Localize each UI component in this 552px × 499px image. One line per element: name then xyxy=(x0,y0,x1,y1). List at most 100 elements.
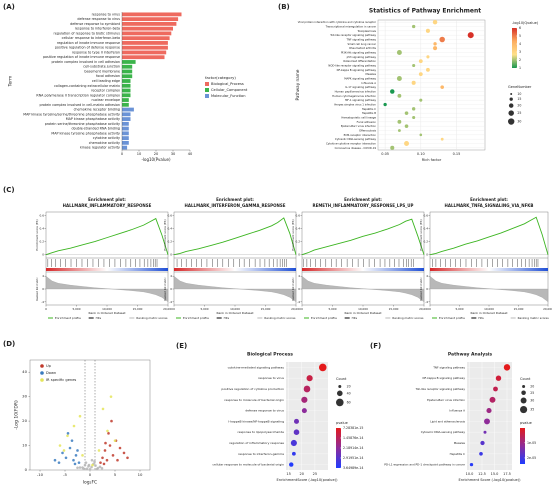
size-legend-label: 30 xyxy=(530,398,534,402)
x-tick-label: 17.5 xyxy=(503,472,511,476)
size-legend-dot xyxy=(508,103,514,108)
point xyxy=(83,463,87,467)
x-tick-label: 20,000 xyxy=(163,307,173,311)
size-legend-title: Count xyxy=(520,377,531,381)
y-tick-label: 0.6 xyxy=(296,213,301,217)
dot xyxy=(483,430,487,434)
x-tick-label: 20 xyxy=(154,152,159,156)
y-tick-label: Coronavirus disease - COVID-19 xyxy=(335,146,377,150)
y-tick-label: 40 xyxy=(22,369,27,374)
y-tick-label: cell-substrate junction xyxy=(83,65,120,69)
size-legend-dot xyxy=(336,398,344,407)
y-tick-label: 0.4 xyxy=(424,226,429,230)
y-tick-label: receptor complex xyxy=(91,89,120,93)
x-tick-label: 10,000 xyxy=(484,307,494,311)
size-legend-dot xyxy=(520,397,527,404)
y2-tick-label: 0 xyxy=(298,287,300,291)
bar xyxy=(122,45,168,50)
y-tick-label: Hepatitis C xyxy=(450,452,465,456)
y2-tick-label: 0 xyxy=(426,287,428,291)
point xyxy=(109,395,113,398)
y-tick-label: 0.2 xyxy=(40,240,45,244)
dot xyxy=(318,363,327,372)
point xyxy=(105,458,109,462)
y2-axis-title: Ranked list metric xyxy=(163,277,167,301)
y-tick-label: ECM-receptor interaction xyxy=(344,133,377,137)
legend-title: factor(category) xyxy=(205,75,236,80)
y-tick-label: collagen-containing extracellular matrix xyxy=(54,84,120,88)
x-axis-title: Rank in Ordered Dataset xyxy=(470,311,508,315)
y2-tick-label: 4 xyxy=(298,274,300,278)
y-tick-label: IL-17 signaling pathway xyxy=(345,85,376,89)
legend-label: Ranking metric scores xyxy=(136,316,168,320)
colorbar-title: pvalue xyxy=(336,421,348,425)
colorbar-label: 2e-05 xyxy=(527,456,536,460)
dot xyxy=(383,102,387,107)
dot xyxy=(486,408,492,414)
dot xyxy=(404,124,409,128)
point xyxy=(62,449,66,452)
x-tick-label: 10,000 xyxy=(102,307,112,311)
chart-title: Enrichment plot: xyxy=(470,197,508,202)
chart-title: Enrichment plot: xyxy=(88,197,126,202)
point xyxy=(87,463,91,467)
legend-label: Molecular_Function xyxy=(211,94,246,98)
colorbar-label: 1.45876e-14 xyxy=(343,436,363,440)
y-tick-label: cellular response to interferon-beta xyxy=(62,36,120,40)
chart-title: HALLMARK_INTERFERON_GAMMA_RESPONSE xyxy=(185,203,286,208)
y-tick-label: 0.6 xyxy=(40,213,45,217)
dot xyxy=(396,50,402,55)
y-tick-label: 0 xyxy=(42,253,44,257)
y2-tick-label: 4 xyxy=(42,274,44,278)
dot xyxy=(479,451,483,456)
bar xyxy=(122,98,129,102)
dot xyxy=(469,462,474,467)
y-tick-label: response to interferon-beta xyxy=(75,27,120,31)
x-tick-label: 20,000 xyxy=(291,307,301,311)
dot xyxy=(493,386,498,392)
y-axis-title: Enrichment score (ES) xyxy=(35,219,39,250)
y2-tick-label: -4 xyxy=(297,300,300,304)
y-tick-label: Hepatitis C xyxy=(362,107,376,111)
legend-swatch xyxy=(40,364,44,368)
y-tick-label: NF-kappa B signaling pathway xyxy=(423,376,466,380)
point xyxy=(113,439,117,442)
x-tick-label: 5,000 xyxy=(328,307,336,311)
dot xyxy=(467,32,474,39)
x-tick-label: 20,000 xyxy=(543,307,552,311)
x-axis-title: -log10(Pvalue) xyxy=(141,157,171,162)
y-tick-label: Hematopoietic cell lineage xyxy=(341,116,376,120)
y-tick-label: protein serine/threonine phosphatase act… xyxy=(45,122,120,126)
plot-area xyxy=(467,362,512,470)
point xyxy=(77,461,81,464)
point xyxy=(66,432,70,435)
chart-title: HALLMARK_TNFA_SIGNALING_VIA_NFKB xyxy=(445,203,534,208)
point xyxy=(102,462,106,466)
point xyxy=(110,419,113,423)
y-axis-title: -Log 10(FDR) xyxy=(14,400,20,430)
x-tick-label: 30 xyxy=(171,152,176,156)
y-tick-label: Human cytomegalovirus infection xyxy=(332,94,376,98)
y-tick-label: Lipid and atherosclerosis xyxy=(430,419,465,423)
y-tick-label: NOD-like receptor signaling pathway xyxy=(328,64,376,68)
x-tick-label: 0.10 xyxy=(417,152,425,156)
dot xyxy=(418,59,423,64)
y-tick-label: Transcriptional misregulation in cancer xyxy=(326,25,377,29)
x-tick-label: 40 xyxy=(188,152,193,156)
colorbar-label: 5 xyxy=(519,34,521,38)
dot xyxy=(440,137,444,141)
size-legend-label: 40 xyxy=(347,391,351,395)
dot xyxy=(396,76,402,81)
size-legend-dot xyxy=(508,118,515,125)
rank-stripe xyxy=(430,268,548,271)
metric-area xyxy=(173,275,297,303)
y-tick-label: defense response to virus xyxy=(245,409,284,413)
x-tick-label: 15 xyxy=(286,472,290,476)
bar xyxy=(122,50,167,55)
x-tick-label: 15,000 xyxy=(389,307,399,311)
x-tick-label: 5,000 xyxy=(455,307,463,311)
metric-area xyxy=(301,275,425,303)
y-tick-label: protein complex involved in cell-matrix … xyxy=(40,103,120,107)
bar xyxy=(122,12,182,17)
size-legend-label: 20 xyxy=(347,385,351,389)
